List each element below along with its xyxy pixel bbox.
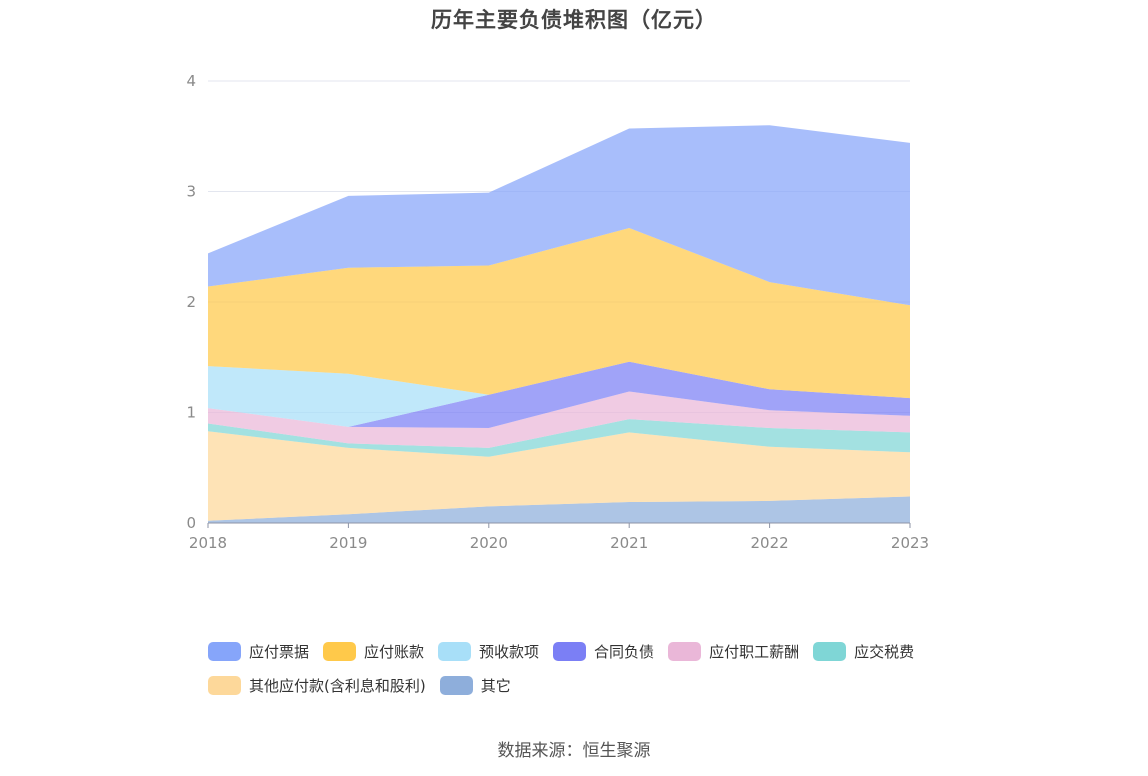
legend-item-notes-payable[interactable]: 应付票据 [208, 640, 309, 662]
x-tick-label: 2022 [751, 534, 789, 552]
y-tick-label: 4 [186, 72, 196, 90]
legend-swatch [439, 675, 473, 695]
legend-item-accounts-payable[interactable]: 应付账款 [323, 640, 424, 662]
x-tick-label: 2018 [189, 534, 227, 552]
legend-label: 应付账款 [364, 642, 425, 661]
x-tick-label: 2021 [610, 534, 648, 552]
legend-item-contract-liabilities[interactable]: 合同负债 [553, 640, 654, 662]
legend-label: 其他应付款(含利息和股利) [249, 676, 426, 695]
chart-legend: 应付票据 应付账款 预收款项 合同负债 应付职工薪酬 应交税费 其他应付款(含利… [208, 640, 968, 696]
y-tick-label: 2 [186, 293, 196, 311]
legend-label: 其它 [480, 676, 511, 695]
area-series-3 [208, 391, 910, 448]
stacked-area-chart: 0 1 2 3 4 2018 2019 2020 2021 2022 2023 [186, 72, 929, 552]
legend-item-others[interactable]: 其它 [439, 674, 511, 696]
legend-label: 应交税费 [854, 642, 915, 661]
x-tick-label: 2019 [329, 534, 367, 552]
legend-swatch [813, 641, 847, 661]
legend-swatch [553, 641, 587, 661]
legend-swatch [323, 641, 357, 661]
legend-item-employee-payables[interactable]: 应付职工薪酬 [668, 640, 799, 662]
x-tick-label: 2020 [470, 534, 508, 552]
y-tick-label: 3 [186, 183, 196, 201]
legend-swatch [438, 641, 472, 661]
legend-swatch [208, 641, 241, 661]
area-series-4 [208, 361, 910, 428]
area-series-6 [208, 228, 910, 399]
legend-swatch [668, 641, 702, 661]
area-series-1 [208, 431, 910, 521]
data-source-note: 数据来源：恒生聚源 [497, 741, 651, 761]
legend-label: 预收款项 [479, 642, 540, 661]
legend-label: 合同负债 [594, 642, 655, 661]
chart-title: 历年主要负债堆积图（亿元） [431, 8, 717, 32]
area-series-0 [208, 496, 910, 523]
x-tick-label: 2023 [891, 534, 929, 552]
legend-item-advance-receipts[interactable]: 预收款项 [438, 640, 539, 662]
area-series-5 [208, 361, 910, 427]
y-tick-label: 1 [186, 404, 196, 422]
legend-label: 应付职工薪酬 [709, 642, 800, 661]
legend-swatch [208, 675, 241, 695]
area-series-2 [208, 419, 910, 457]
legend-label: 应付票据 [249, 642, 310, 661]
area-series-7 [208, 125, 910, 306]
legend-item-taxes-payable[interactable]: 应交税费 [813, 640, 914, 662]
legend-item-other-payables[interactable]: 其他应付款(含利息和股利) [208, 674, 426, 696]
y-tick-label: 0 [186, 514, 196, 532]
